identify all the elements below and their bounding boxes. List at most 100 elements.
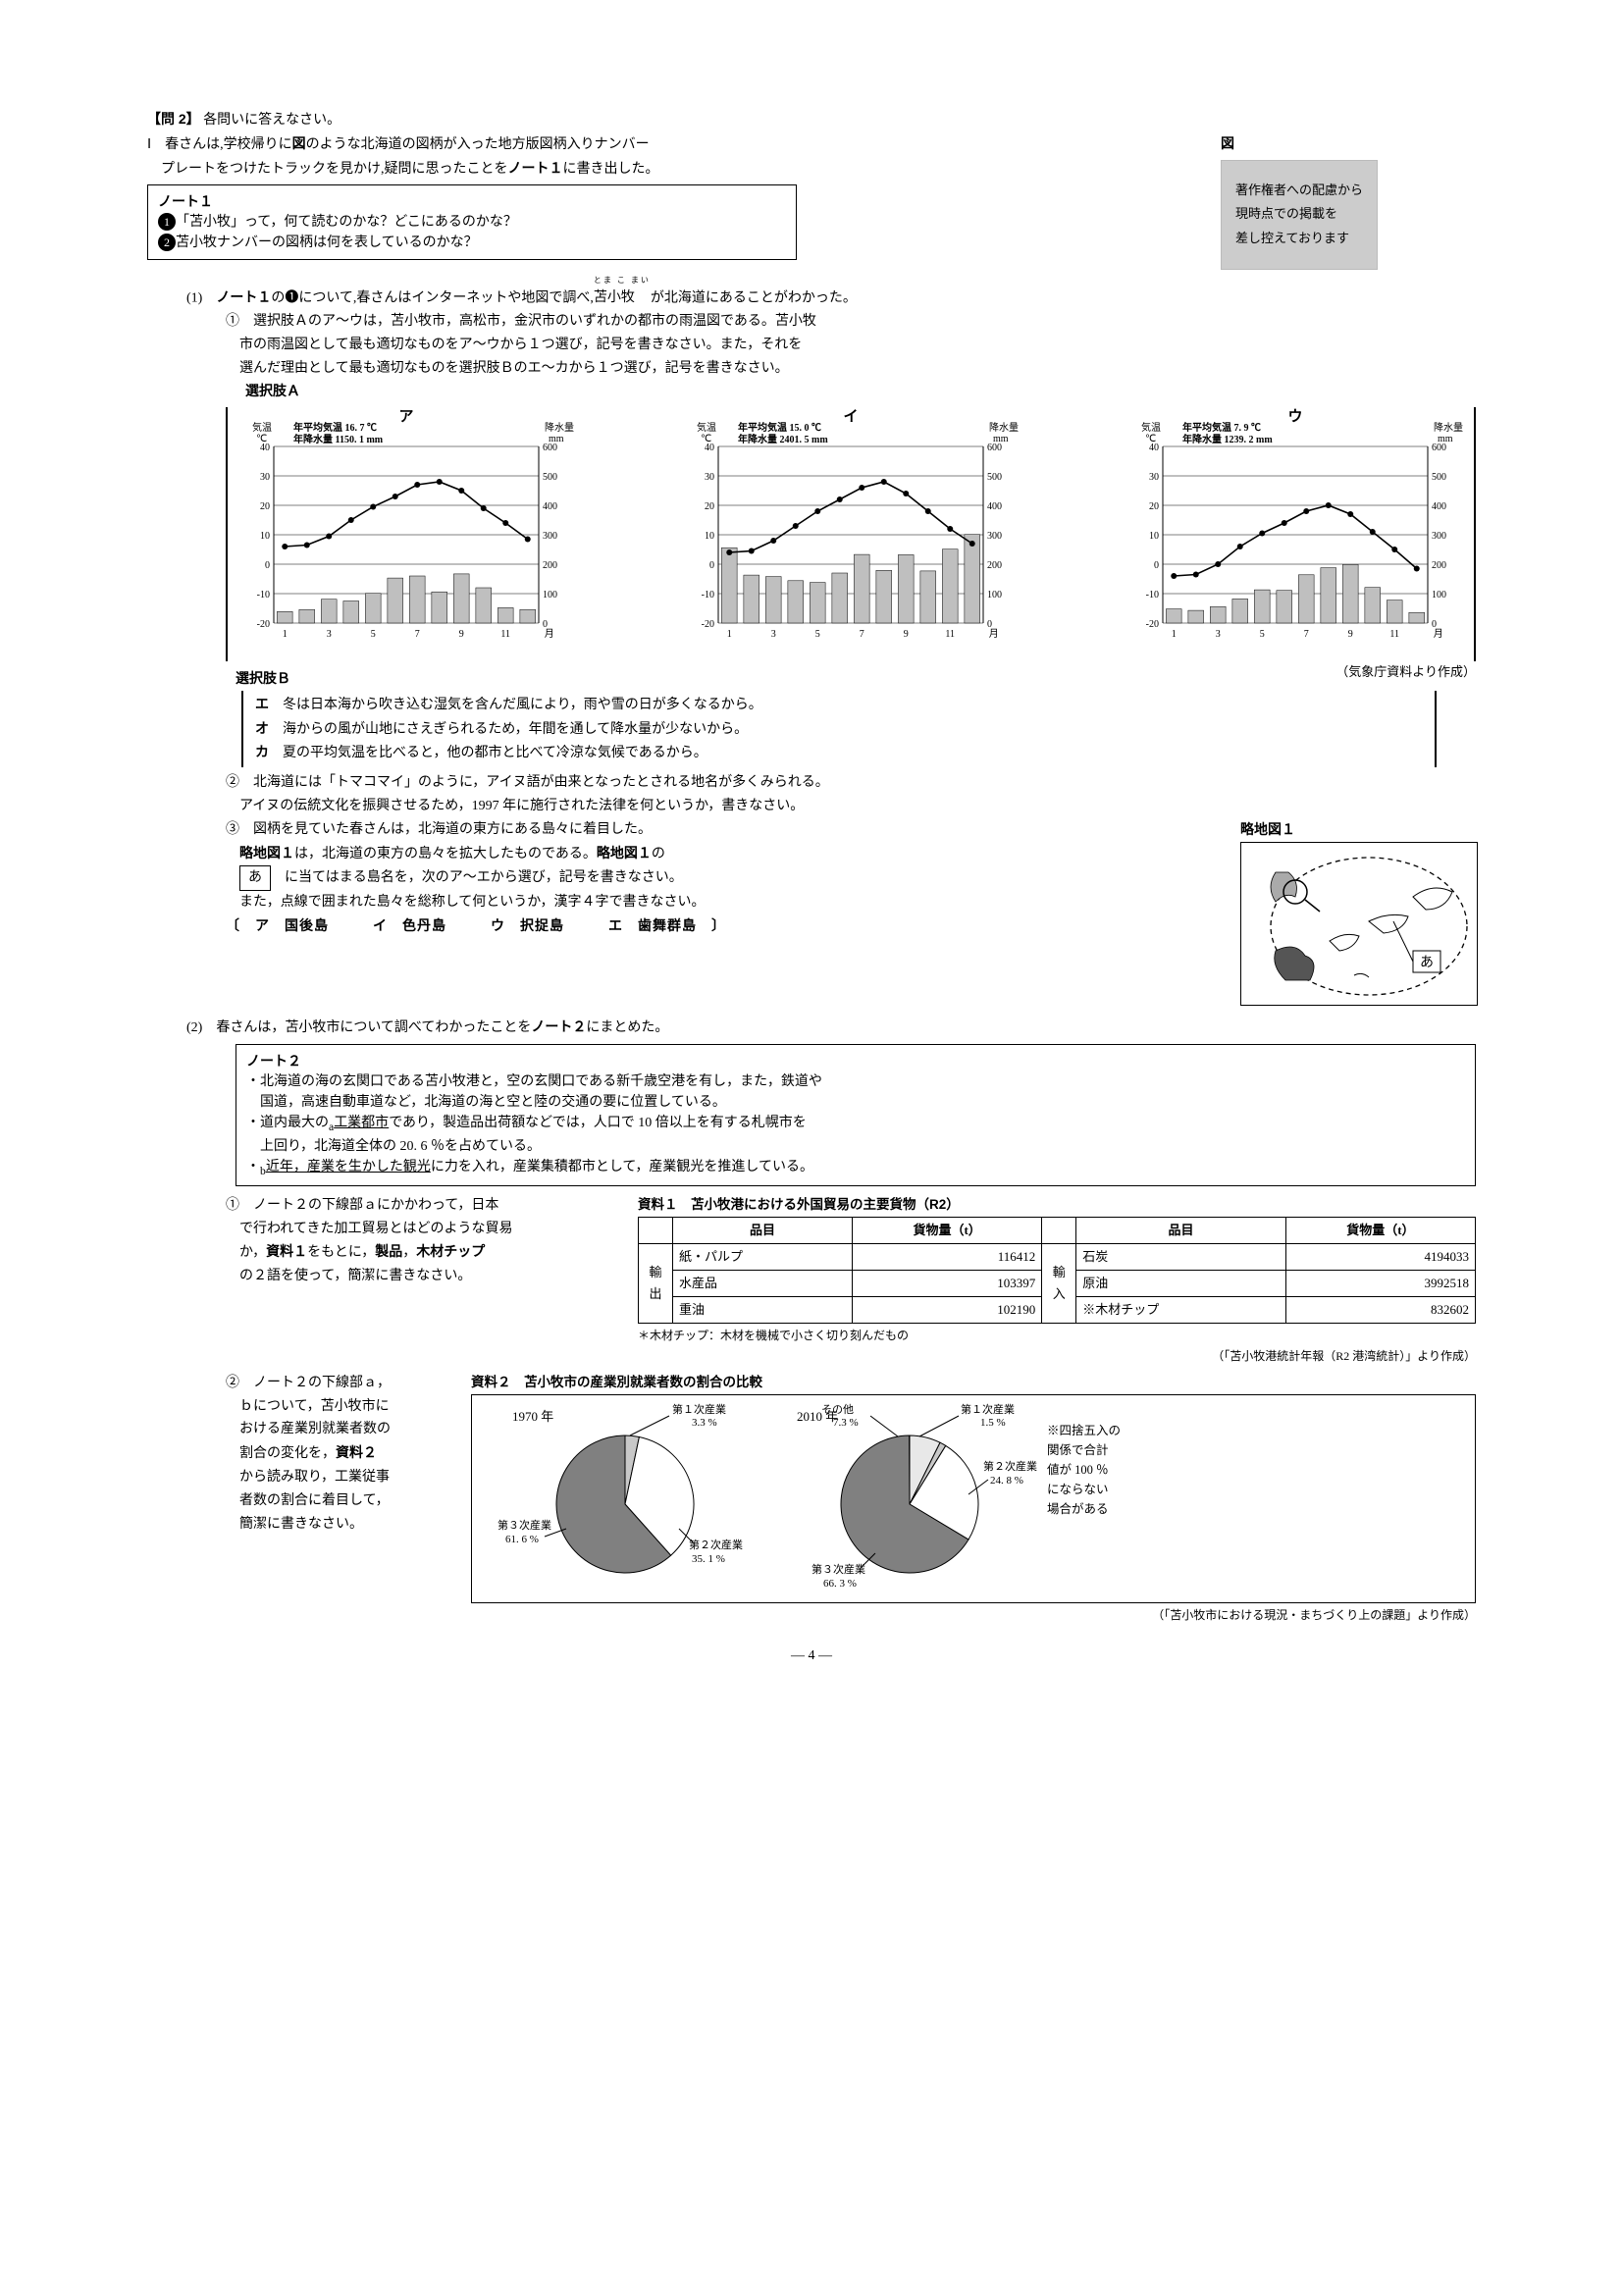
svg-text:3: 3 — [771, 629, 776, 640]
svg-text:-10: -10 — [1146, 590, 1159, 600]
svg-text:400: 400 — [987, 501, 1002, 512]
choice-b-list: エ 冬は日本海から吹き込む湿気を含んだ風により，雨や雪の日が多くなるから。オ 海… — [241, 691, 1437, 767]
svg-text:0: 0 — [709, 560, 714, 571]
table1-title: 資料１ 苫小牧港における外国貿易の主要貨物（R2） — [638, 1194, 1476, 1217]
q1-intro: (1) ノート１の❶について,春さんはインターネットや地図で調べ,とま こ まい… — [147, 274, 1476, 310]
svg-text:月: 月 — [989, 628, 999, 640]
table1-wrapper: 資料１ 苫小牧港における外国貿易の主要貨物（R2） 品目貨物量（t）品目貨物量（… — [638, 1194, 1476, 1366]
svg-text:第２次産業: 第２次産業 — [689, 1538, 743, 1551]
svg-text:年降水量 1239. 2 mm: 年降水量 1239. 2 mm — [1182, 433, 1273, 445]
svg-text:7: 7 — [1304, 629, 1309, 640]
svg-text:年降水量 1150. 1 mm: 年降水量 1150. 1 mm — [293, 433, 384, 445]
svg-text:5: 5 — [1260, 629, 1265, 640]
figure-label: 図 — [1221, 132, 1476, 156]
svg-text:3: 3 — [1216, 629, 1221, 640]
table1-footnote1: ＊木材チップ：木材を機械で小さく切り刻んだもの — [638, 1326, 1476, 1345]
svg-text:第１次産業: 第１次産業 — [672, 1402, 726, 1416]
svg-text:年降水量 2401. 5 mm: 年降水量 2401. 5 mm — [738, 433, 828, 445]
svg-text:-10: -10 — [702, 590, 714, 600]
svg-text:300: 300 — [543, 531, 557, 542]
page-number: ― 4 ― — [147, 1644, 1476, 1668]
svg-text:降水量: 降水量 — [989, 421, 1019, 434]
q2-intro: (2) 春さんは，苫小牧市について調べてわかったことをノート２にまとめた。 — [147, 1016, 1476, 1040]
q2-sub1-text: ① ノート２の下線部ａにかかわって，日本 で行われてきた加工貿易とはどのような貿… — [226, 1194, 638, 1288]
copyright-notice: 著作権者への配慮から 現時点での掲載を 差し控えております — [1221, 160, 1378, 270]
svg-text:20: 20 — [705, 501, 714, 512]
svg-text:400: 400 — [543, 501, 557, 512]
svg-text:7.3 %: 7.3 % — [833, 1417, 859, 1429]
svg-text:500: 500 — [987, 472, 1002, 483]
svg-text:-10: -10 — [257, 590, 270, 600]
pie-source: （「苫小牧市における現況・まちづくり上の課題」より作成） — [471, 1605, 1476, 1625]
svg-text:100: 100 — [543, 590, 557, 600]
svg-text:第２次産業: 第２次産業 — [983, 1459, 1037, 1473]
svg-text:100: 100 — [987, 590, 1002, 600]
svg-text:1: 1 — [283, 629, 288, 640]
svg-text:年平均気温 15. 0 ℃: 年平均気温 15. 0 ℃ — [738, 421, 821, 434]
svg-text:600: 600 — [1432, 443, 1446, 453]
svg-text:-20: -20 — [1146, 619, 1159, 630]
svg-text:月: 月 — [545, 628, 554, 640]
svg-text:ア: ア — [398, 409, 413, 425]
svg-text:7: 7 — [415, 629, 420, 640]
svg-text:-20: -20 — [257, 619, 270, 630]
svg-text:10: 10 — [260, 531, 270, 542]
svg-text:30: 30 — [705, 472, 714, 483]
svg-text:5: 5 — [371, 629, 376, 640]
svg-text:気温: 気温 — [697, 421, 716, 434]
svg-text:300: 300 — [1432, 531, 1446, 542]
svg-text:40: 40 — [1149, 443, 1159, 453]
svg-text:-20: -20 — [702, 619, 714, 630]
intro-line2: プレートをつけたトラックを見かけ,疑問に思ったことをノート１に書き出した。 — [147, 157, 1201, 182]
svg-text:20: 20 — [260, 501, 270, 512]
svg-text:9: 9 — [904, 629, 909, 640]
svg-text:200: 200 — [543, 560, 557, 571]
svg-text:0: 0 — [1154, 560, 1159, 571]
svg-text:200: 200 — [1432, 560, 1446, 571]
choice-a-label: 選択肢Ａ — [245, 380, 1476, 403]
svg-text:500: 500 — [1432, 472, 1446, 483]
svg-text:30: 30 — [1149, 472, 1159, 483]
svg-text:300: 300 — [987, 531, 1002, 542]
question-number: 【問 2】 — [147, 111, 200, 127]
sketch-map-1: 略地図１ あ — [1240, 818, 1476, 1015]
svg-text:第１次産業: 第１次産業 — [961, 1402, 1015, 1416]
figure-placeholder: 図 著作権者への配慮から 現時点での掲載を 差し控えております — [1221, 132, 1476, 270]
svg-text:降水量: 降水量 — [1434, 421, 1463, 434]
choice-b-label: 選択肢Ｂ — [236, 667, 290, 691]
svg-text:1.5 %: 1.5 % — [980, 1417, 1006, 1429]
pie-title: 資料２ 苫小牧市の産業別就業者数の割合の比較 — [471, 1372, 1476, 1394]
q1-sub1: ① 選択肢Ａのア〜ウは，苫小牧市，高松市，金沢市のいずれかの都市の雨温図である。… — [147, 310, 1476, 403]
svg-text:気温: 気温 — [1141, 421, 1161, 434]
svg-text:イ: イ — [843, 409, 858, 425]
note1-item2: 2苫小牧ナンバーの図柄は何を表しているのかな？ — [158, 233, 786, 253]
trade-table: 品目貨物量（t）品目貨物量（t）輸出紙・パルプ116412輸入石炭4194033… — [638, 1217, 1476, 1324]
svg-text:その他: その他 — [821, 1403, 854, 1416]
svg-text:10: 10 — [1149, 531, 1159, 542]
svg-text:11: 11 — [945, 629, 955, 640]
svg-text:1970 年: 1970 年 — [512, 1409, 553, 1424]
climate-charts: ア気温℃年平均気温 16. 7 ℃年降水量 1150. 1 mm降水量mm-20… — [147, 407, 1476, 661]
svg-text:100: 100 — [1432, 590, 1446, 600]
svg-text:7: 7 — [860, 629, 864, 640]
svg-text:あ: あ — [1420, 955, 1434, 970]
svg-text:第３次産業: 第３次産業 — [812, 1562, 865, 1576]
question-prompt: 各問いに答えなさい。 — [203, 113, 340, 128]
note1-item1: 1「苫小牧」って，何て読むのかな？どこにあるのかな？ — [158, 212, 786, 233]
svg-text:61. 6 %: 61. 6 % — [505, 1534, 539, 1545]
svg-text:年平均気温 16. 7 ℃: 年平均気温 16. 7 ℃ — [293, 421, 377, 434]
svg-text:9: 9 — [1348, 629, 1353, 640]
svg-text:200: 200 — [987, 560, 1002, 571]
chart-source: （気象庁資料より作成） — [290, 661, 1476, 683]
svg-text:30: 30 — [260, 472, 270, 483]
q1-sub3: ③ 図柄を見ていた春さんは，北海道の東方にある島々に着目した。 略地図１は，北海… — [147, 818, 1476, 1015]
pie-1970: 1970 年第１次産業3.3 %第２次産業35. 1 %第３次産業61. 6 % — [478, 1401, 762, 1596]
svg-text:1: 1 — [1172, 629, 1177, 640]
intro-line1: Ⅰ 春さんは,学校帰りに図のような北海道の図柄が入った地方版図柄入りナンバー — [147, 132, 1201, 157]
svg-text:0: 0 — [265, 560, 270, 571]
svg-text:10: 10 — [705, 531, 714, 542]
svg-text:400: 400 — [1432, 501, 1446, 512]
note2-title: ノート２ — [246, 1051, 1465, 1071]
svg-text:11: 11 — [500, 629, 510, 640]
svg-text:気温: 気温 — [252, 421, 272, 434]
